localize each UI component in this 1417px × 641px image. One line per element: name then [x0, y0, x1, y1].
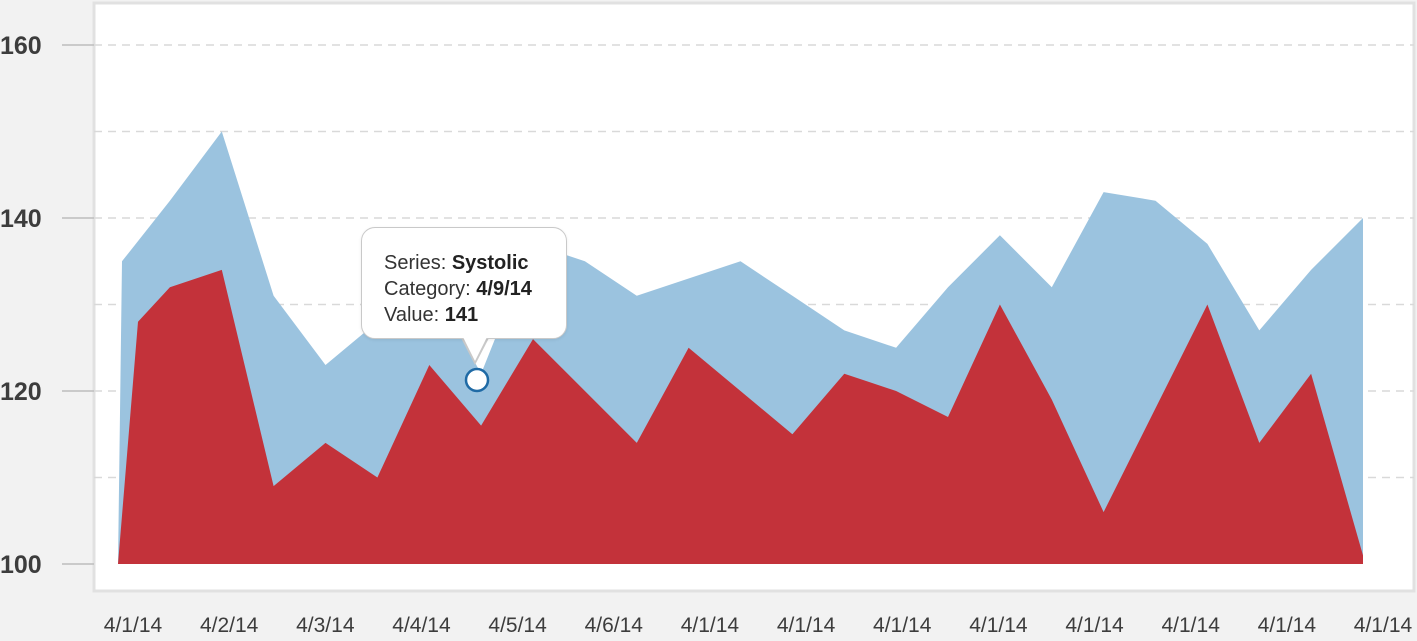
tooltip-series-value: Systolic	[451, 252, 529, 274]
x-tick-label: 4/1/14	[104, 614, 163, 637]
tooltip-series-label: Series:	[384, 252, 447, 274]
x-tick-label: 4/1/14	[969, 614, 1028, 637]
tooltip-category-value: 4/9/14	[476, 278, 532, 300]
x-tick-label: 4/4/14	[392, 614, 451, 637]
x-tick-label: 4/1/14	[1161, 614, 1220, 637]
tooltip-value-value: 141	[444, 304, 479, 326]
x-tick-label: 4/1/14	[1354, 614, 1413, 637]
tooltip-series-line: Series: Systolic	[384, 250, 566, 276]
series-area-diastolic[interactable]	[118, 269, 1363, 564]
y-tick-label: 160	[0, 32, 42, 60]
x-tick-label: 4/3/14	[296, 614, 355, 637]
tooltip: Series: Systolic Category: 4/9/14 Value:…	[361, 227, 567, 339]
hover-marker[interactable]	[464, 367, 490, 393]
x-tick-label: 4/1/14	[873, 614, 932, 637]
tooltip-value-label: Value:	[384, 304, 440, 326]
y-tick-label: 140	[0, 205, 42, 233]
tooltip-value-line: Value: 141	[384, 302, 566, 328]
x-tick-label: 4/2/14	[200, 614, 259, 637]
tooltip-arrow	[463, 337, 487, 361]
y-tick-label: 120	[0, 378, 42, 406]
y-axis-ticks: 100 120 140 160	[0, 32, 94, 579]
x-tick-label: 4/6/14	[585, 614, 644, 637]
x-tick-label: 4/5/14	[488, 614, 547, 637]
x-tick-label: 4/1/14	[777, 614, 836, 637]
x-tick-label: 4/1/14	[1065, 614, 1124, 637]
tooltip-category-line: Category: 4/9/14	[384, 276, 566, 302]
x-axis-ticks: 4/1/14 4/2/14 4/3/14 4/4/14 4/5/14 4/6/14 4/1/…	[104, 614, 1413, 637]
x-tick-label: 4/1/14	[1258, 614, 1317, 637]
y-tick-label: 100	[0, 551, 42, 579]
tooltip-category-label: Category:	[384, 278, 471, 300]
x-tick-label: 4/1/14	[681, 614, 740, 637]
series-areas	[118, 131, 1363, 564]
